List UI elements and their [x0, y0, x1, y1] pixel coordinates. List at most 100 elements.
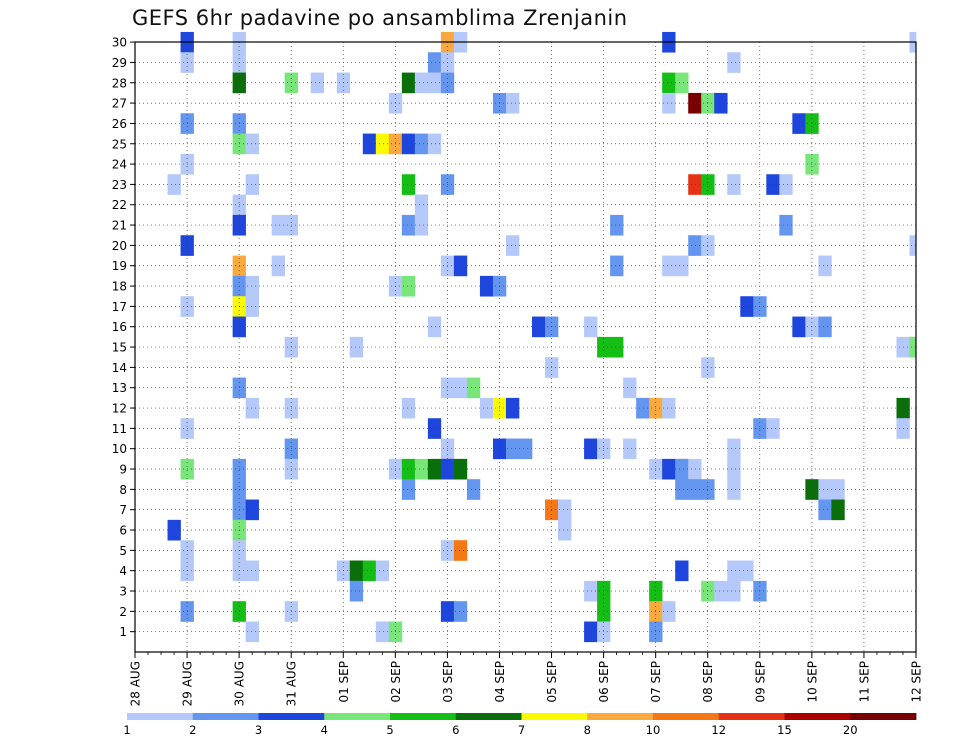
colorbar-swatch — [521, 713, 588, 720]
y-tick-label: 2 — [119, 605, 127, 619]
colorbar-label: 6 — [452, 723, 459, 737]
precip-cell — [727, 580, 741, 602]
precip-cell — [245, 174, 259, 195]
precip-cell — [427, 52, 442, 73]
precip-cell — [818, 316, 832, 338]
precip-cell — [610, 214, 624, 236]
precip-cell — [779, 214, 793, 236]
precip-cell — [662, 397, 676, 419]
colorbar-label: 3 — [255, 723, 262, 737]
precip-cell — [245, 397, 259, 419]
precip-cell — [766, 174, 780, 195]
precip-cell — [688, 174, 702, 195]
y-axis: 1234567891011121314151617181920212223242… — [112, 36, 135, 639]
colorbar-label: 8 — [584, 723, 591, 737]
colorbar-label: 15 — [777, 723, 792, 737]
precip-cell — [675, 458, 689, 480]
y-tick-label: 27 — [112, 97, 127, 111]
precip-cell — [414, 133, 429, 155]
colorbar-swatch — [127, 713, 194, 720]
precip-cell — [675, 560, 689, 582]
precip-cell — [271, 214, 285, 236]
x-tick-label: 31 AUG — [285, 661, 299, 706]
precip-cell — [518, 438, 533, 460]
colorbar-label: 10 — [646, 723, 661, 737]
chart-title: GEFS 6hr padavine po ansamblima Zrenjani… — [132, 6, 628, 30]
precip-cell — [167, 519, 181, 541]
x-tick-label: 06 SEP — [597, 661, 611, 703]
y-tick-label: 30 — [112, 36, 127, 50]
precip-cell — [623, 377, 637, 399]
precip-cell — [453, 540, 468, 561]
y-tick-label: 6 — [119, 524, 127, 538]
precip-cell — [245, 296, 259, 317]
colorbar-swatch — [587, 713, 654, 720]
x-axis: 28 AUG 29 AUG 30 AUG 31 AUG 01 SEP 02 SEP 03 S… — [129, 652, 924, 706]
x-tick-label: 02 SEP — [389, 661, 403, 703]
x-tick-label: 07 SEP — [649, 661, 663, 703]
precip-cell — [727, 438, 741, 460]
y-tick-label: 20 — [112, 239, 127, 253]
y-tick-label: 7 — [119, 503, 127, 517]
y-tick-label: 15 — [112, 341, 127, 355]
y-tick-label: 11 — [112, 422, 127, 436]
x-tick-label: 04 SEP — [493, 661, 507, 703]
colorbar-swatch — [850, 713, 917, 720]
x-tick-label: 30 AUG — [233, 661, 247, 706]
precip-cell — [727, 479, 741, 500]
precip-cell — [427, 133, 442, 155]
colorbar-swatch — [653, 713, 720, 720]
precip-cell — [401, 174, 416, 195]
y-tick-label: 23 — [112, 178, 127, 192]
colorbar-swatch — [390, 713, 457, 720]
precip-cell — [714, 580, 728, 602]
colorbar-swatch — [784, 713, 851, 720]
precip-cell — [401, 458, 416, 480]
precip-cell — [245, 133, 259, 155]
y-tick-label: 24 — [112, 158, 127, 172]
precip-cell — [245, 275, 259, 297]
precip-cell — [636, 397, 650, 419]
precip-cell — [558, 519, 572, 541]
precip-cell — [414, 194, 429, 216]
precip-cell — [349, 560, 364, 582]
y-tick-label: 3 — [119, 585, 127, 599]
precip-cell — [688, 92, 702, 114]
precip-cell — [623, 438, 637, 460]
precip-cell — [610, 336, 624, 358]
y-tick-label: 13 — [112, 381, 127, 395]
precip-cell — [401, 72, 416, 94]
precip-cell — [909, 336, 917, 358]
precip-cell — [727, 560, 741, 582]
x-tick-label: 09 SEP — [753, 661, 767, 703]
precip-cell — [401, 275, 416, 297]
precip-cell — [818, 479, 832, 500]
precip-cell — [310, 72, 325, 94]
precip-cell — [401, 214, 416, 236]
precip-cell — [245, 621, 259, 643]
precip-cell — [532, 316, 546, 338]
y-tick-label: 5 — [119, 544, 127, 558]
precip-cell — [662, 458, 676, 480]
precip-cell — [167, 174, 181, 195]
precip-cell — [362, 560, 377, 582]
precip-cell — [505, 438, 520, 460]
y-tick-label: 14 — [112, 361, 127, 375]
precip-cell — [453, 255, 468, 277]
y-tick-label: 12 — [112, 402, 127, 416]
y-tick-label: 26 — [112, 117, 127, 131]
precip-cell — [375, 560, 390, 582]
precip-cell — [271, 255, 285, 277]
y-tick-label: 29 — [112, 56, 127, 70]
precip-cell — [505, 92, 520, 114]
precip-cell — [662, 92, 676, 114]
precip-cell — [766, 418, 780, 439]
precip-cell — [414, 72, 429, 94]
colorbar-swatch — [324, 713, 391, 720]
colorbar-swatch — [455, 713, 522, 720]
colorbar-swatch — [192, 713, 259, 720]
y-tick-label: 17 — [112, 300, 127, 314]
precip-cell — [688, 479, 702, 500]
colorbar-label: 5 — [386, 723, 393, 737]
